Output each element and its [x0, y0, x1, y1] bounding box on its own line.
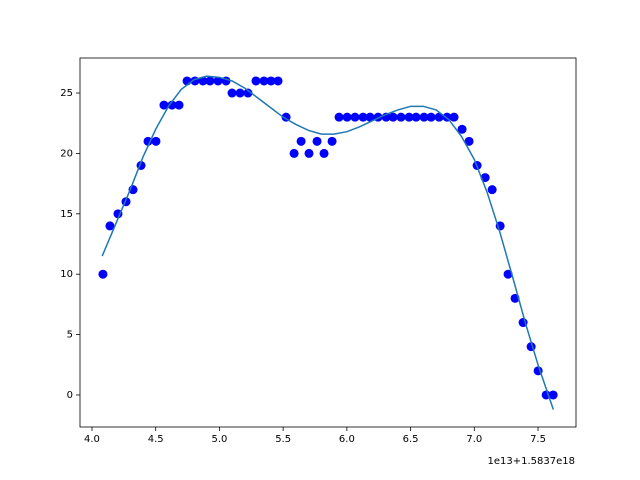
y-tick-label: 25 — [60, 88, 73, 99]
x-tick-label: 6.5 — [403, 434, 419, 445]
data-point — [105, 221, 115, 231]
data-point — [273, 76, 283, 86]
data-point — [143, 136, 153, 146]
data-point — [213, 76, 223, 86]
data-point — [365, 112, 375, 122]
data-point — [319, 148, 329, 158]
x-tick-label: 4.0 — [84, 434, 100, 445]
y-tick-label: 10 — [60, 269, 73, 280]
data-point — [350, 112, 360, 122]
x-tick-label: 7.0 — [466, 434, 482, 445]
data-point — [266, 76, 276, 86]
data-point — [464, 136, 474, 146]
data-point — [426, 112, 436, 122]
data-point — [227, 88, 237, 98]
data-point — [404, 112, 414, 122]
data-point — [259, 76, 269, 86]
data-point — [151, 136, 161, 146]
y-tick-label: 5 — [67, 330, 73, 341]
x-tick-label: 6.0 — [339, 434, 355, 445]
data-point — [342, 112, 352, 122]
axis-offset: 1e13+1.5837e18 — [488, 456, 576, 467]
y-tick-label: 20 — [60, 148, 73, 159]
data-point — [388, 112, 398, 122]
data-point — [296, 136, 306, 146]
data-point — [159, 100, 169, 110]
y-tick-label: 0 — [67, 390, 73, 401]
y-tick-label: 15 — [60, 209, 73, 220]
data-point — [174, 100, 184, 110]
fit-line — [101, 75, 555, 410]
data-point — [205, 76, 215, 86]
data-point — [548, 390, 558, 400]
data-point — [243, 88, 253, 98]
x-tick-label: 5.5 — [275, 434, 291, 445]
data-point — [358, 112, 368, 122]
data-point — [235, 88, 245, 98]
data-point — [487, 185, 497, 195]
x-tick-label: 7.5 — [530, 434, 546, 445]
data-point — [503, 269, 513, 279]
plot-frame — [79, 57, 577, 428]
data-point — [327, 136, 337, 146]
data-point — [411, 112, 421, 122]
data-point — [419, 112, 429, 122]
x-tick-label: 5.0 — [211, 434, 227, 445]
data-point — [312, 136, 322, 146]
data-point — [449, 112, 459, 122]
x-tick-label: 4.5 — [148, 434, 164, 445]
data-point — [396, 112, 406, 122]
data-point — [304, 148, 314, 158]
data-point — [334, 112, 344, 122]
data-point — [251, 76, 261, 86]
data-point — [434, 112, 444, 122]
data-point — [289, 148, 299, 158]
data-point — [198, 76, 208, 86]
data-point — [98, 269, 108, 279]
data-point — [167, 100, 177, 110]
data-point — [457, 124, 467, 134]
